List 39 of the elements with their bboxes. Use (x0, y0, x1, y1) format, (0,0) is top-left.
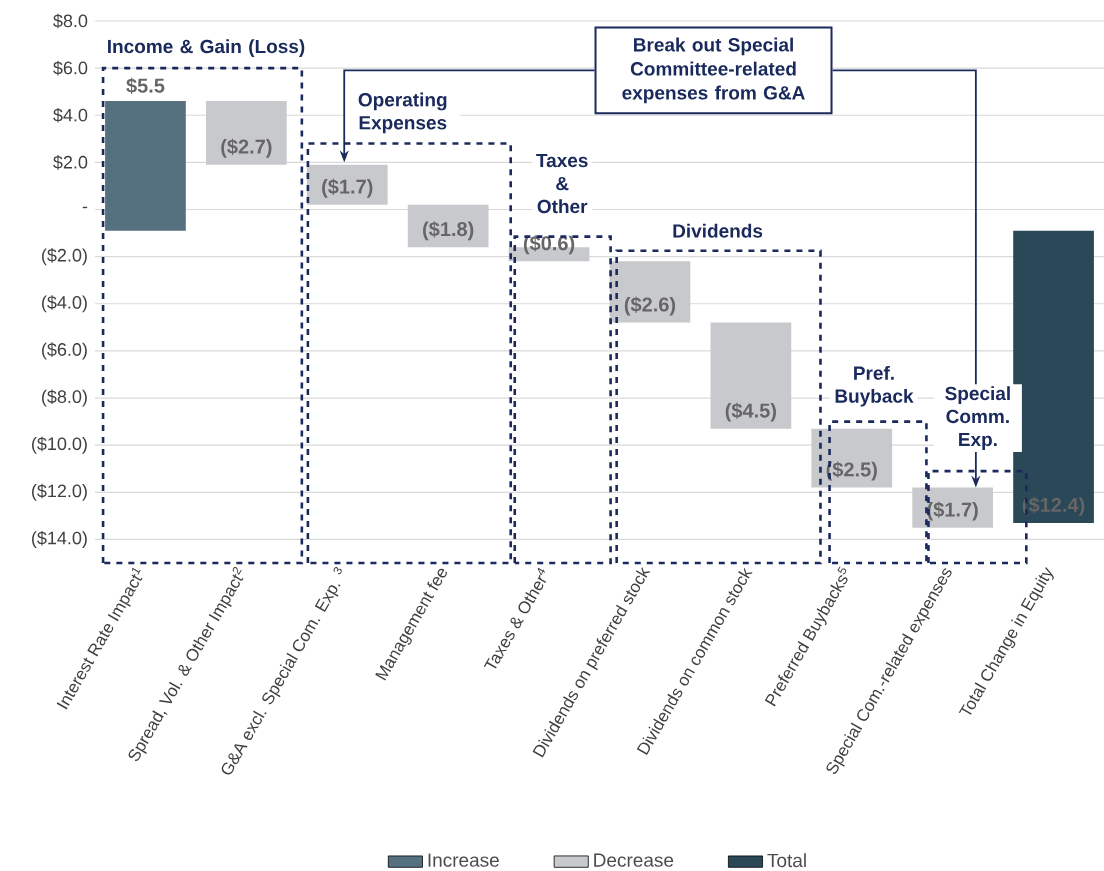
y-tick-label: $4.0 (53, 107, 88, 123)
data-label: ($12.4) (1022, 496, 1085, 516)
y-tick-label: $6.0 (53, 60, 88, 76)
y-tick-label: ($6.0) (42, 342, 87, 360)
data-label: ($1.8) (423, 221, 474, 241)
y-tick-label: ($2.0) (42, 248, 87, 266)
bar (710, 322, 792, 429)
legend-label: Decrease (594, 853, 674, 867)
annotation: Dividends (673, 223, 763, 238)
y-tick-label: $8.0 (53, 13, 88, 29)
legend-label: Increase (428, 853, 499, 867)
bar (1013, 230, 1094, 523)
annotation: Pref. Buyback (835, 365, 914, 407)
data-label: ($2.6) (624, 296, 676, 316)
data-label: ($4.5) (725, 402, 776, 422)
bar (105, 101, 186, 231)
data-label: ($1.7) (322, 178, 373, 198)
annotation: Break out Special Committee-related expenses from G&A (622, 37, 805, 104)
y-tick-label: - (82, 206, 88, 209)
y-tick-label: ($14.0) (32, 530, 87, 548)
bar (306, 164, 388, 205)
bar (811, 428, 893, 488)
data-label: ($2.5) (826, 461, 877, 481)
y-tick-label: ($4.0) (42, 295, 87, 313)
annotation: Special Comm. Exp. (945, 386, 1010, 450)
data-label: ($1.7) (927, 501, 978, 521)
y-tick-label: ($8.0) (42, 389, 87, 407)
bar (609, 261, 691, 323)
data-label: ($2.7) (221, 138, 272, 158)
annotation: Operating Expenses (358, 92, 447, 134)
data-label: $5.5 (126, 77, 165, 95)
y-tick-label: $2.0 (53, 155, 88, 170)
legend-label: Total (767, 853, 806, 868)
y-tick-label: ($10.0) (32, 436, 87, 454)
y-tick-label: ($12.0) (32, 483, 87, 501)
annotation: Income & Gain (Loss) (108, 39, 305, 57)
data-label: ($0.6) (523, 235, 575, 255)
annotation: Taxes & Other (536, 153, 588, 214)
bar (206, 101, 287, 165)
